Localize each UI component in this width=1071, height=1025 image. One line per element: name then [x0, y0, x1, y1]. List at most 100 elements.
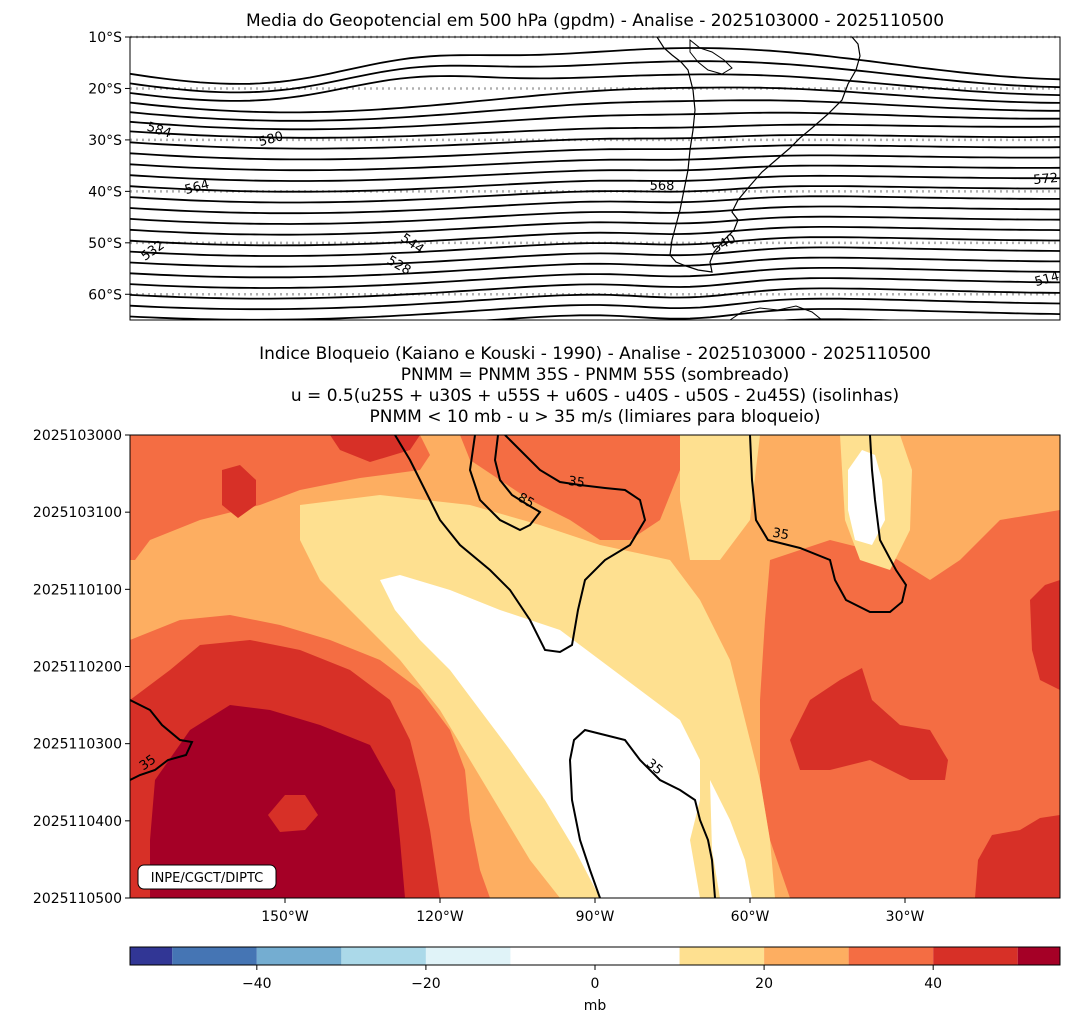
geopotential-contour-line	[130, 47, 1060, 85]
colorbar-tick-label: −20	[411, 976, 441, 992]
lon-tick-label: 120°W	[416, 909, 464, 925]
time-tick-label: 2025110400	[33, 814, 122, 830]
isoline-35-northeast	[749, 435, 908, 613]
geopotential-contour-line	[130, 195, 1060, 215]
colorbar-segments	[130, 947, 1060, 965]
geopotential-contour-line	[130, 267, 1060, 289]
blocking-title-line: u = 0.5(u25S + u30S + u55S + u60S - u40S…	[291, 386, 899, 406]
geopotential-contour-line	[130, 277, 1060, 300]
lon-tick-label: 150°W	[261, 909, 309, 925]
geopotential-contour-line	[130, 236, 1060, 257]
colorbar-tick-label: 40	[924, 976, 942, 992]
geopotential-contour-line	[130, 215, 1060, 236]
geopotential-contour-line	[130, 164, 1060, 182]
pnmm-shading	[130, 435, 1060, 898]
geopotential-contours	[130, 47, 1060, 320]
geopotential-contour-label: 568	[650, 179, 675, 194]
blocking-title-line: PNMM = PNMM 35S - PNMM 55S (sombreado)	[401, 365, 790, 385]
credit-text: INPE/CGCT/DIPTC	[151, 871, 263, 886]
colorbar-segment	[510, 947, 595, 965]
geopotential-contour-line	[130, 60, 1060, 94]
geopotential-contour-line	[130, 86, 1060, 114]
colorbar-tick-label: 0	[591, 976, 600, 992]
island-coastline	[689, 38, 733, 75]
time-tick-label: 2025103000	[33, 428, 122, 444]
y-tick-label: 50°S	[88, 236, 122, 252]
colorbar-segment	[595, 947, 680, 965]
fill-40-50-far-east	[1030, 580, 1060, 690]
blocking-title-line: PNMM < 10 mb - u > 35 m/s (limiares para…	[370, 407, 821, 427]
geopotential-contour-line	[130, 73, 1060, 102]
isoline-85	[468, 435, 542, 532]
geopotential-contour-line	[130, 185, 1060, 204]
geopotential-contour-label: 572	[1033, 171, 1059, 188]
fill-30-40-west	[130, 435, 430, 560]
geopotential-contour-line	[130, 154, 1060, 172]
blocking-title-line: Indice Bloqueio (Kaiano e Kouski - 1990)…	[259, 344, 931, 364]
fill-30-40-north-center	[460, 435, 680, 540]
geopotential-contour-line	[478, 308, 1060, 320]
geopotential-contour-line	[130, 111, 1060, 131]
geopotential-panel: Media do Geopotencial em 500 hPa (gpdm) …	[88, 11, 1061, 321]
fill-50-plus	[150, 705, 405, 898]
y-tick-label: 40°S	[88, 184, 122, 200]
colorbar: −40 −20 0 20 40 mb	[129, 946, 1061, 1014]
geopotential-contour-line	[130, 256, 1060, 279]
geopotential-contour-label: 514	[1033, 269, 1061, 290]
colorbar-segment	[425, 947, 511, 965]
colorbar-ticks: −40 −20 0 20 40	[242, 965, 942, 992]
isoline-label: 85	[515, 490, 537, 511]
colorbar-segment	[172, 947, 257, 965]
fill-10-20-north-strip	[680, 435, 760, 560]
colorbar-segment	[764, 947, 849, 965]
fill-30-40-east	[760, 510, 1060, 898]
geopotential-contour-line	[130, 123, 1060, 139]
fill-40-50-nw-blob	[222, 465, 256, 518]
time-tick-label: 2025110100	[33, 582, 122, 598]
time-tick-label: 2025110200	[33, 660, 122, 676]
y-tick-label: 10°S	[88, 30, 122, 46]
geopotential-contour-line	[775, 318, 911, 320]
south-america-coastline	[656, 37, 861, 273]
isoline-35-west	[130, 699, 194, 781]
credit-badge-box	[137, 864, 277, 890]
colorbar-tick-label: −40	[242, 976, 272, 992]
u-isolines	[130, 435, 908, 898]
geopotential-title: Media do Geopotencial em 500 hPa (gpdm) …	[246, 11, 944, 31]
isoline-35-south	[568, 728, 716, 898]
fill-40-50-north	[330, 435, 420, 462]
isoline-35-north-center	[394, 435, 647, 654]
isoline-label: 35	[771, 526, 790, 544]
fill-40-50-southeast	[975, 815, 1060, 898]
geopotential-contour-line	[130, 205, 1060, 225]
time-tick-label: 2025103100	[33, 505, 122, 521]
geopotential-contour-line	[130, 144, 1060, 161]
fill-0-10-center	[380, 575, 700, 898]
colorbar-segment	[256, 947, 342, 965]
fill-0-10-south-strip	[710, 780, 752, 898]
time-tick-label: 2025110500	[33, 891, 122, 907]
geopotential-contour-line	[130, 287, 1060, 311]
y-tick-label: 30°S	[88, 133, 122, 149]
geopotential-contour-label: 580	[257, 129, 285, 150]
geopotential-contour-line	[130, 99, 1060, 122]
blocking-title: Indice Bloqueio (Kaiano e Kouski - 1990)…	[259, 344, 931, 427]
geopotential-contour-line	[130, 226, 1060, 247]
colorbar-segment	[679, 947, 765, 965]
colorbar-segment	[933, 947, 1018, 965]
fill-40-50-inner-blob	[268, 795, 318, 832]
colorbar-segment	[341, 947, 426, 965]
y-tick-label: 60°S	[88, 287, 122, 303]
geopotential-y-axis: 10°S 20°S 30°S 40°S 50°S 60°S	[88, 30, 130, 303]
blocking-y-axis: 2025103000 2025103100 2025110100 2025110200…	[33, 428, 130, 907]
lon-tick-label: 60°W	[731, 909, 770, 925]
geopotential-axes-frame	[129, 36, 1061, 321]
fill-0-10-northeast	[848, 450, 885, 545]
colorbar-segment	[1017, 947, 1060, 965]
colorbar-tick-label: 20	[755, 976, 773, 992]
geopotential-contour-label: 584	[145, 120, 173, 142]
blocking-x-axis: 150°W 120°W 90°W 60°W 30°W	[261, 898, 924, 925]
y-tick-label: 20°S	[88, 81, 122, 97]
